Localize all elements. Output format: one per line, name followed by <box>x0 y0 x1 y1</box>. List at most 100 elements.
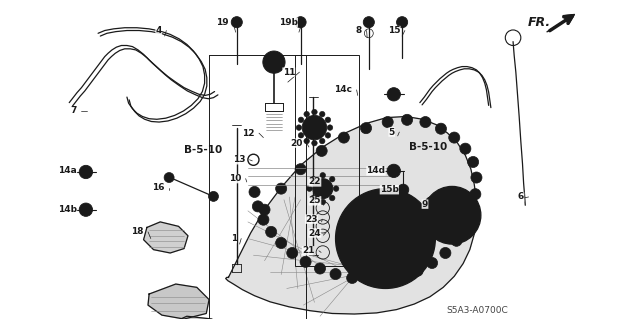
Text: 25: 25 <box>308 196 321 205</box>
Circle shape <box>255 204 260 209</box>
Circle shape <box>380 273 391 285</box>
Circle shape <box>287 248 298 258</box>
Circle shape <box>443 250 448 256</box>
Circle shape <box>422 119 428 125</box>
Text: 5: 5 <box>388 128 395 137</box>
Circle shape <box>377 230 394 247</box>
Text: 10: 10 <box>229 174 241 183</box>
Circle shape <box>341 135 347 140</box>
Circle shape <box>474 175 479 180</box>
Text: 8: 8 <box>356 26 362 35</box>
Circle shape <box>310 176 316 182</box>
Text: 20: 20 <box>290 139 302 148</box>
Circle shape <box>472 191 478 197</box>
Text: 14a: 14a <box>58 167 77 175</box>
Circle shape <box>444 207 460 224</box>
Circle shape <box>330 269 341 280</box>
Circle shape <box>451 235 462 246</box>
Circle shape <box>298 117 304 122</box>
Circle shape <box>304 138 310 144</box>
Text: 1: 1 <box>230 234 237 243</box>
Circle shape <box>364 17 374 28</box>
Circle shape <box>387 164 401 178</box>
Circle shape <box>333 271 339 277</box>
Circle shape <box>335 189 435 288</box>
Text: B-5-10: B-5-10 <box>409 142 447 152</box>
Circle shape <box>260 217 266 222</box>
Circle shape <box>399 273 405 279</box>
Polygon shape <box>159 316 223 319</box>
Circle shape <box>470 189 481 200</box>
Circle shape <box>327 125 333 130</box>
Text: 11: 11 <box>282 68 295 77</box>
Circle shape <box>360 122 372 134</box>
Circle shape <box>314 263 326 274</box>
Circle shape <box>460 143 471 154</box>
Text: 16: 16 <box>152 183 164 192</box>
Polygon shape <box>148 284 209 319</box>
Circle shape <box>420 116 431 128</box>
Circle shape <box>435 199 468 232</box>
Bar <box>295 56 359 266</box>
Circle shape <box>313 179 333 199</box>
Circle shape <box>316 145 327 156</box>
Circle shape <box>330 195 335 201</box>
Circle shape <box>252 189 257 195</box>
Circle shape <box>258 214 269 225</box>
Circle shape <box>262 207 268 212</box>
Circle shape <box>451 135 457 140</box>
Circle shape <box>333 186 339 191</box>
Circle shape <box>387 88 401 101</box>
Text: 24: 24 <box>308 228 321 238</box>
Text: 4: 4 <box>156 26 162 35</box>
Circle shape <box>312 140 317 146</box>
Circle shape <box>470 159 476 165</box>
Circle shape <box>300 256 311 267</box>
Circle shape <box>463 224 468 229</box>
Text: 15b: 15b <box>380 185 399 194</box>
Text: 14c: 14c <box>334 85 352 94</box>
Circle shape <box>339 132 349 143</box>
Circle shape <box>425 197 440 212</box>
Circle shape <box>325 133 331 138</box>
Text: 14d: 14d <box>367 167 385 175</box>
Circle shape <box>309 122 320 133</box>
Circle shape <box>276 183 287 194</box>
Circle shape <box>468 156 479 167</box>
Circle shape <box>278 240 284 246</box>
Text: 9: 9 <box>422 200 428 209</box>
Circle shape <box>460 221 471 232</box>
Circle shape <box>369 222 402 255</box>
Circle shape <box>278 186 284 191</box>
Circle shape <box>349 275 355 281</box>
Circle shape <box>296 125 301 130</box>
Circle shape <box>397 184 409 195</box>
Circle shape <box>471 172 482 183</box>
Circle shape <box>263 51 285 73</box>
Circle shape <box>307 186 312 191</box>
Circle shape <box>438 126 444 131</box>
Circle shape <box>412 265 423 276</box>
Circle shape <box>325 117 331 122</box>
Circle shape <box>347 272 358 284</box>
Circle shape <box>449 132 460 143</box>
Circle shape <box>298 133 304 138</box>
Circle shape <box>364 274 374 285</box>
Bar <box>209 56 306 319</box>
Polygon shape <box>226 116 476 314</box>
Text: 12: 12 <box>242 129 255 137</box>
Circle shape <box>79 203 93 216</box>
Circle shape <box>440 248 451 258</box>
Circle shape <box>252 201 264 212</box>
Text: 14b: 14b <box>58 205 77 214</box>
Circle shape <box>259 204 270 215</box>
Text: 6: 6 <box>518 192 524 201</box>
Circle shape <box>310 195 316 201</box>
Text: B-5-10: B-5-10 <box>184 145 222 155</box>
Circle shape <box>366 277 372 282</box>
Circle shape <box>304 111 310 117</box>
Circle shape <box>276 237 287 249</box>
Text: 7: 7 <box>70 107 77 115</box>
Circle shape <box>397 271 408 282</box>
Circle shape <box>382 116 393 128</box>
